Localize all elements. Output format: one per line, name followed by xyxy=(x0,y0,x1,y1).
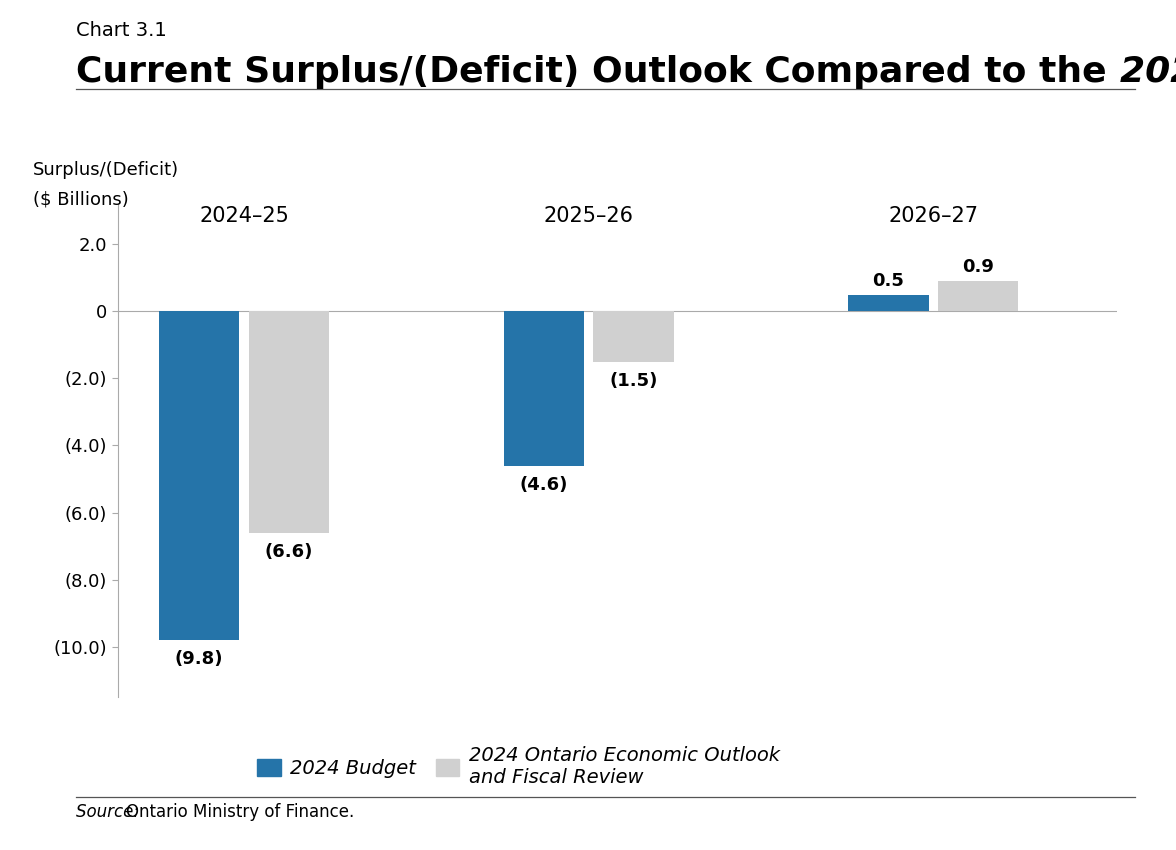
Text: (4.6): (4.6) xyxy=(520,476,568,494)
Text: 2026–27: 2026–27 xyxy=(888,206,978,226)
Text: (9.8): (9.8) xyxy=(175,650,223,668)
Text: Source:: Source: xyxy=(76,803,145,821)
Text: 0.9: 0.9 xyxy=(962,258,994,276)
Legend: 2024 Budget, 2024 Ontario Economic Outlook
and Fiscal Review: 2024 Budget, 2024 Ontario Economic Outlo… xyxy=(258,746,780,787)
Text: Chart 3.1: Chart 3.1 xyxy=(76,21,167,40)
Text: (6.6): (6.6) xyxy=(265,543,313,561)
Text: ($ Billions): ($ Billions) xyxy=(33,191,128,209)
Text: 2024–25: 2024–25 xyxy=(199,206,289,226)
Text: Current Surplus/(Deficit) Outlook Compared to the: Current Surplus/(Deficit) Outlook Compar… xyxy=(76,55,1120,89)
Bar xyxy=(938,281,1018,311)
Text: Ontario Ministry of Finance.: Ontario Ministry of Finance. xyxy=(126,803,354,821)
Bar xyxy=(593,311,674,361)
Bar xyxy=(848,295,929,311)
Bar xyxy=(503,311,584,466)
Text: 0.5: 0.5 xyxy=(873,271,904,290)
Text: 2024 Budget: 2024 Budget xyxy=(1120,55,1176,89)
Bar xyxy=(159,311,240,640)
Text: Surplus/(Deficit): Surplus/(Deficit) xyxy=(33,162,179,179)
Bar xyxy=(248,311,329,533)
Text: 2025–26: 2025–26 xyxy=(543,206,634,226)
Text: (1.5): (1.5) xyxy=(609,371,657,389)
